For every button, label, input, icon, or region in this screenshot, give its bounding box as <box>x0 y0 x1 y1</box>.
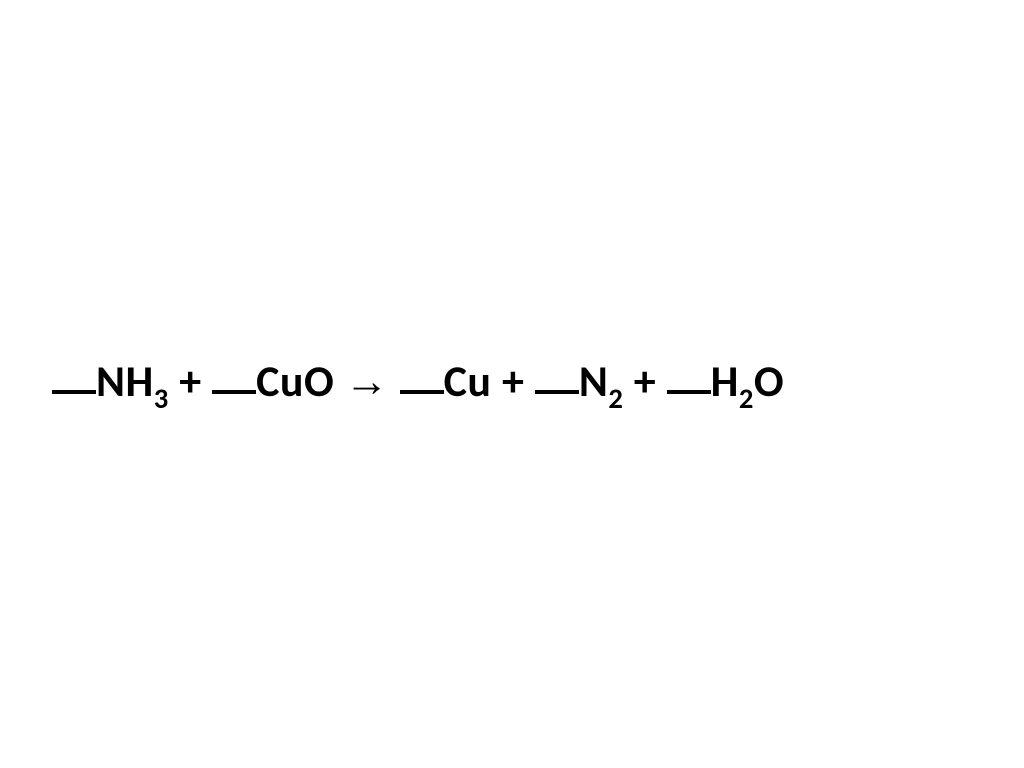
coefficient-blank-5 <box>667 390 711 394</box>
coefficient-blank-2 <box>212 390 256 394</box>
subscript: 3 <box>154 381 169 416</box>
formula-text: H <box>711 354 739 408</box>
coefficient-blank-1 <box>52 390 96 394</box>
reaction-arrow-icon: → <box>345 357 390 406</box>
subscript: 2 <box>608 381 623 416</box>
spacer <box>389 354 399 408</box>
formula-text: N <box>579 354 608 408</box>
species-cu: Cu <box>444 354 492 408</box>
species-cuo: CuO <box>256 354 334 408</box>
formula-text: NH <box>96 354 154 408</box>
coefficient-blank-4 <box>535 390 579 394</box>
equation-container: NH3 + CuO → Cu + N2 + H2O <box>0 354 784 414</box>
coefficient-blank-3 <box>400 390 444 394</box>
subscript: 2 <box>739 381 754 416</box>
plus-sign: + <box>169 354 212 408</box>
spacer <box>334 354 344 408</box>
plus-sign: + <box>623 354 666 408</box>
plus-sign: + <box>492 354 535 408</box>
species-nh3: NH3 <box>96 354 169 408</box>
species-n2: N2 <box>579 354 623 408</box>
formula-text: O <box>754 354 784 408</box>
species-h2o: H2O <box>711 354 785 408</box>
chemical-equation: NH3 + CuO → Cu + N2 + H2O <box>52 354 784 408</box>
